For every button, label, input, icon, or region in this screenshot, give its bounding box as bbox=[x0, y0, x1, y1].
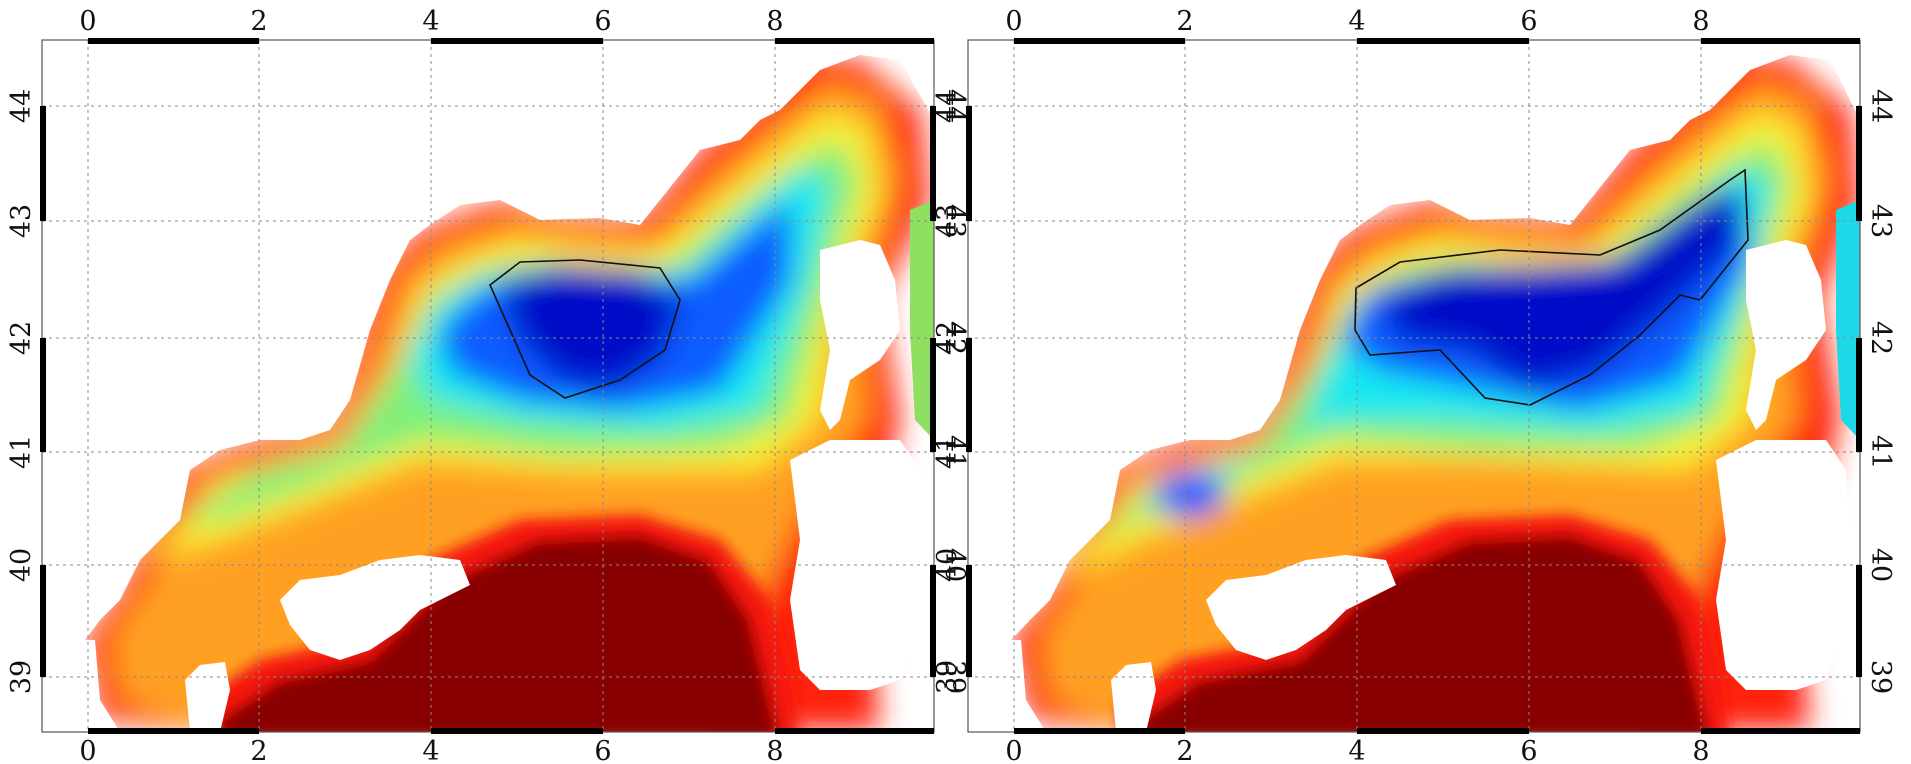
right-y-tick-right: 40 bbox=[1865, 548, 1896, 582]
left-y-tick: 40 bbox=[6, 548, 37, 582]
right-y-tick-right: 42 bbox=[1865, 321, 1896, 355]
right-x-tick-bottom: 2 bbox=[1176, 736, 1193, 764]
left-x-tick-bottom: 0 bbox=[79, 736, 96, 764]
left-y-tick: 42 bbox=[6, 321, 37, 355]
right-y-tick: 41 bbox=[932, 435, 963, 469]
left-y-tick: 44 bbox=[6, 89, 37, 123]
right-x-ticks-bottom: 0 2 4 6 8 bbox=[1005, 736, 1709, 764]
left-y-ticks-right: 44 43 42 41 40 39 bbox=[939, 89, 970, 694]
left-y-tick-right: 40 bbox=[939, 548, 970, 582]
right-x-tick-top: 0 bbox=[1005, 6, 1022, 37]
left-x-tick-top: 8 bbox=[766, 6, 783, 37]
right-y-ticks-left: 44 43 42 41 40 39 bbox=[932, 89, 963, 694]
right-y-tick-right: 41 bbox=[1865, 435, 1896, 469]
left-y-tick-right: 43 bbox=[939, 204, 970, 238]
right-x-tick-bottom: 6 bbox=[1520, 736, 1537, 764]
left-x-tick-top: 0 bbox=[79, 6, 96, 37]
right-y-tick: 44 bbox=[932, 89, 963, 123]
left-y-tick-right: 44 bbox=[939, 89, 970, 123]
right-y-tick-right: 39 bbox=[1865, 660, 1896, 694]
left-x-tick-top: 2 bbox=[250, 6, 267, 37]
right-frame-bars bbox=[966, 38, 1862, 734]
left-grid bbox=[42, 40, 934, 732]
right-x-tick-top: 8 bbox=[1692, 6, 1709, 37]
right-field bbox=[968, 40, 1860, 732]
right-y-tick-right: 44 bbox=[1865, 89, 1896, 123]
left-y-tick: 39 bbox=[6, 660, 37, 694]
left-y-tick: 43 bbox=[6, 204, 37, 238]
left-x-ticks-top: 0 2 4 6 8 bbox=[79, 6, 783, 37]
left-x-ticks-bottom: 0 2 4 6 8 bbox=[79, 736, 783, 764]
left-y-tick-right: 39 bbox=[939, 660, 970, 694]
right-y-tick: 42 bbox=[932, 321, 963, 355]
right-x-tick-top: 2 bbox=[1176, 6, 1193, 37]
right-y-tick: 40 bbox=[932, 548, 963, 582]
left-x-tick-top: 4 bbox=[422, 6, 439, 37]
right-x-tick-top: 6 bbox=[1520, 6, 1537, 37]
right-y-tick: 39 bbox=[932, 660, 963, 694]
left-x-tick-bottom: 2 bbox=[250, 736, 267, 764]
left-frame-bars bbox=[40, 38, 936, 734]
right-x-tick-top: 4 bbox=[1348, 6, 1365, 37]
left-contour-line bbox=[489, 259, 681, 399]
left-field bbox=[42, 40, 934, 732]
left-x-tick-bottom: 6 bbox=[594, 736, 611, 764]
right-x-tick-bottom: 4 bbox=[1348, 736, 1365, 764]
right-y-ticks-right: 44 43 42 41 40 39 bbox=[1865, 89, 1896, 694]
right-y-tick-right: 43 bbox=[1865, 204, 1896, 238]
left-x-tick-bottom: 8 bbox=[766, 736, 783, 764]
left-y-tick-right: 41 bbox=[939, 435, 970, 469]
left-y-tick: 41 bbox=[6, 435, 37, 469]
left-y-ticks-left: 44 43 42 41 40 39 bbox=[6, 89, 37, 694]
right-grid bbox=[968, 40, 1860, 732]
right-x-tick-bottom: 0 bbox=[1005, 736, 1022, 764]
right-x-ticks-top: 0 2 4 6 8 bbox=[1005, 6, 1709, 37]
right-map-panel: 0 2 4 6 8 0 2 4 6 8 44 43 42 41 40 39 44… bbox=[932, 6, 1896, 764]
left-y-tick-right: 42 bbox=[939, 321, 970, 355]
left-map-panel: 0 2 4 6 8 0 2 4 6 8 44 43 42 41 40 39 44… bbox=[6, 6, 970, 764]
left-x-tick-top: 6 bbox=[594, 6, 611, 37]
right-y-tick: 43 bbox=[932, 204, 963, 238]
right-contour-line bbox=[1354, 168, 1749, 406]
right-x-tick-bottom: 8 bbox=[1692, 736, 1709, 764]
left-x-tick-bottom: 4 bbox=[422, 736, 439, 764]
